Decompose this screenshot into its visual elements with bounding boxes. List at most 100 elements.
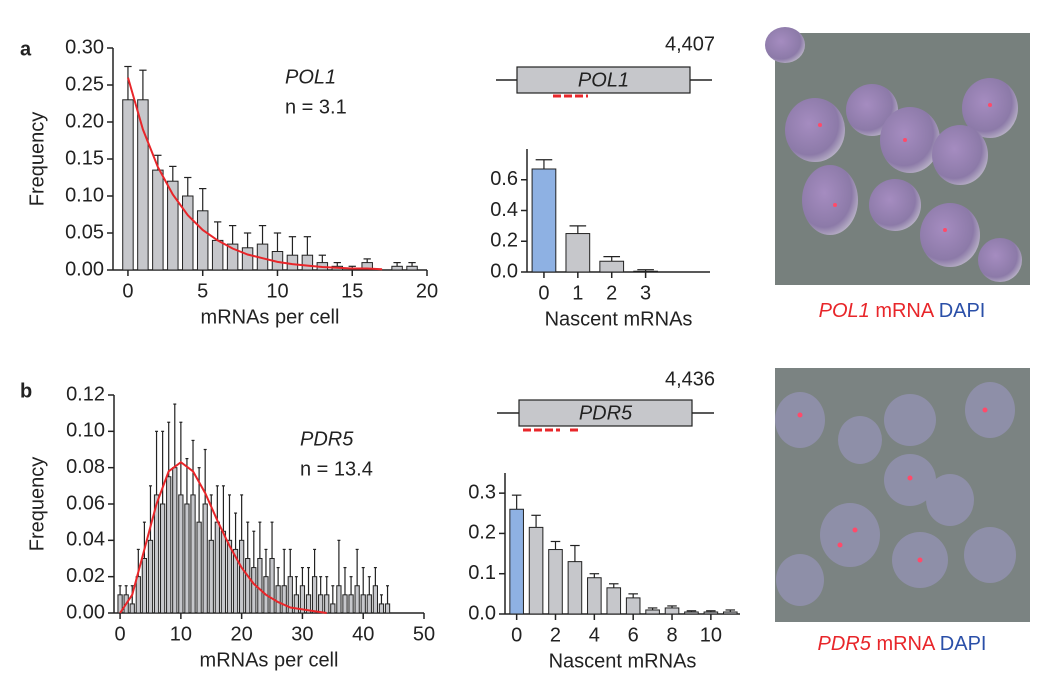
bar	[664, 607, 680, 615]
x-tick-label: 6	[628, 624, 639, 646]
y-axis-label: Frequency	[26, 112, 48, 207]
x-tick-label: 20	[416, 280, 438, 302]
bar	[354, 585, 360, 614]
caption-mrna: mRNA	[876, 633, 936, 655]
y-tick-label: 0.4	[490, 199, 518, 221]
annotation: n = 3.1	[285, 96, 347, 118]
caption-dapi: DAPI	[940, 633, 987, 655]
bar	[684, 611, 699, 615]
bar	[625, 597, 641, 615]
caption-gene: PDR5	[818, 633, 872, 655]
bar	[214, 521, 220, 614]
x-axis-label: Nascent mRNAs	[549, 650, 697, 672]
annotation: POL1	[285, 66, 336, 88]
bar	[348, 594, 354, 614]
x-axis-label: mRNAs per cell	[201, 306, 340, 328]
bar	[703, 611, 719, 615]
bar	[722, 611, 738, 615]
caption: PDR5 mRNA DAPI	[818, 633, 987, 655]
bar	[509, 508, 524, 615]
micrograph-a	[765, 27, 1030, 285]
x-tick-label: 30	[291, 623, 313, 645]
x-tick-label: 0	[511, 624, 522, 646]
gene-length: 4,407	[665, 33, 715, 55]
y-tick-label: 0.0	[468, 602, 496, 624]
x-tick-label: 50	[413, 623, 435, 645]
x-tick-label: 3	[640, 282, 651, 304]
caption-gene: POL1	[819, 300, 870, 322]
bar	[311, 576, 318, 614]
gene-box	[518, 399, 693, 427]
x-tick-label: 2	[550, 624, 561, 646]
bar	[172, 467, 178, 614]
y-tick-label: 0.1	[468, 562, 496, 584]
x-axis-label: mRNAs per cell	[200, 649, 339, 671]
y-tick-label: 0.10	[65, 184, 104, 206]
bar	[182, 195, 194, 271]
y-tick-label: 0.2	[490, 230, 518, 252]
x-tick-label: 2	[606, 282, 617, 304]
bar	[141, 558, 148, 614]
bar	[318, 594, 324, 614]
bar	[122, 99, 134, 271]
y-tick-label: 0.04	[66, 529, 105, 551]
y-tick-label: 0.05	[65, 221, 104, 243]
fit-curve	[119, 460, 327, 614]
y-tick-label: 0.3	[468, 481, 496, 503]
gene-name: PDR5	[579, 402, 633, 424]
bar	[269, 558, 275, 614]
panel-label: b	[20, 380, 32, 402]
bar	[391, 265, 403, 271]
y-tick-label: 0.25	[65, 73, 104, 95]
x-tick-label: 20	[231, 623, 253, 645]
gene-name: POL1	[578, 69, 629, 91]
x-tick-label: 1	[572, 282, 583, 304]
micrograph-b	[775, 368, 1030, 622]
bar	[281, 585, 287, 614]
y-tick-label: 0.08	[66, 456, 105, 478]
bar	[129, 603, 135, 614]
bar	[202, 503, 208, 614]
bar	[633, 270, 658, 273]
bar	[360, 594, 366, 614]
bar	[336, 585, 342, 614]
x-tick-label: 0	[122, 280, 133, 302]
bar	[190, 494, 196, 614]
bar	[137, 99, 149, 271]
gene-length: 4,436	[665, 368, 715, 390]
y-tick-label: 0.6	[490, 168, 518, 190]
bar	[330, 603, 336, 614]
y-tick-label: 0.30	[65, 36, 104, 58]
bar	[241, 247, 254, 271]
gene-box	[516, 66, 691, 94]
bar	[606, 587, 622, 615]
bar	[147, 539, 154, 614]
bar	[220, 530, 227, 614]
bar	[301, 254, 314, 271]
y-tick-label: 0.2	[468, 522, 496, 544]
bar	[531, 168, 557, 273]
bar	[567, 561, 583, 615]
y-tick-label: 0.06	[66, 492, 105, 514]
bar	[587, 577, 602, 615]
bar	[275, 585, 281, 614]
bar	[245, 558, 251, 614]
x-axis-label: Nascent mRNAs	[545, 308, 693, 330]
bar	[293, 594, 299, 614]
bar	[378, 603, 385, 614]
bar	[384, 603, 391, 614]
bar	[184, 503, 190, 614]
bar	[548, 549, 563, 615]
bar	[208, 539, 214, 614]
bar	[196, 210, 209, 271]
x-tick-label: 10	[266, 280, 288, 302]
caption-mrna: mRNA	[875, 300, 935, 322]
caption: POL1 mRNA DAPI	[819, 300, 986, 322]
bar	[211, 239, 224, 271]
bar	[372, 585, 378, 614]
x-tick-label: 0	[538, 282, 549, 304]
bar	[239, 539, 245, 614]
y-tick-label: 0.00	[65, 258, 104, 280]
bar	[160, 503, 166, 614]
bar	[251, 567, 257, 614]
